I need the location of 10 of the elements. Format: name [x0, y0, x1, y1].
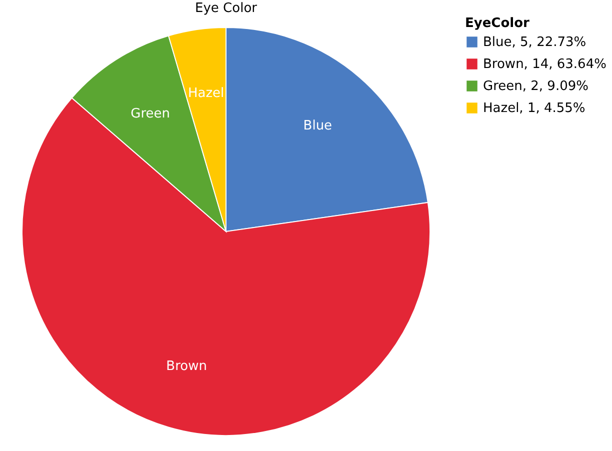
data-label: Hazel [188, 86, 224, 101]
data-label: Green [130, 106, 170, 122]
chart-title: Eye Color [195, 1, 258, 16]
legend-label: Hazel, 1, 4.55% [483, 101, 586, 116]
data-label: Blue [303, 118, 332, 134]
legend-label: Brown, 14, 63.64% [483, 57, 606, 72]
legend-title: EyeColor [465, 16, 530, 31]
legend-label: Green, 2, 9.09% [483, 79, 588, 94]
legend-label: Blue, 5, 22.73% [483, 35, 586, 50]
data-label: Brown [166, 358, 207, 374]
